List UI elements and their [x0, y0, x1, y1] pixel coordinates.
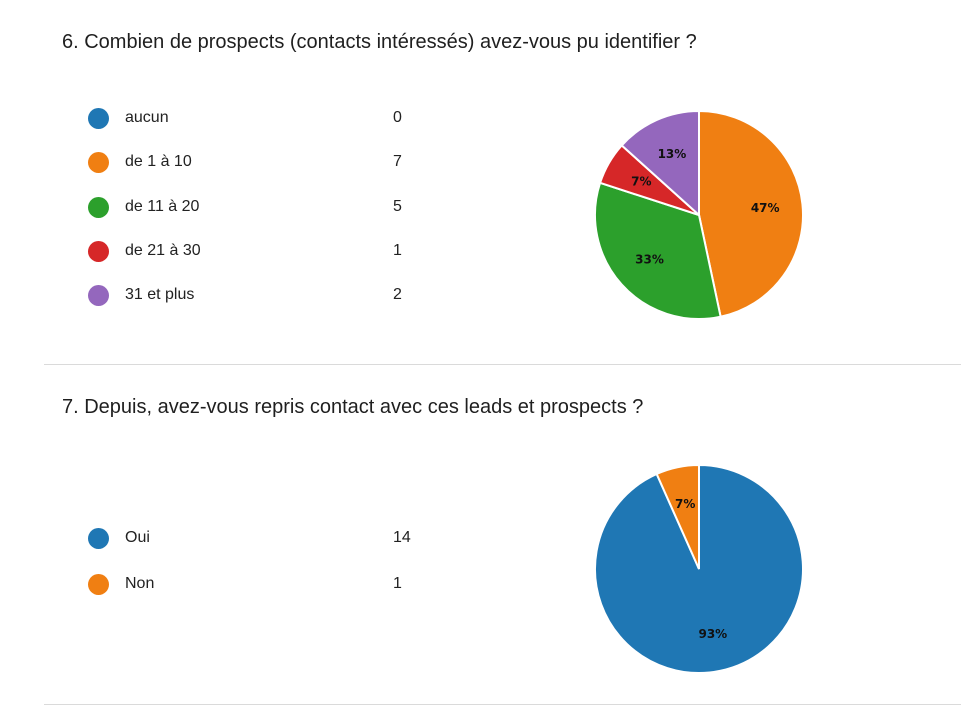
- legend-swatch: [88, 108, 109, 129]
- legend-label: Oui: [125, 529, 150, 546]
- legend-swatch: [88, 241, 109, 262]
- section-divider: [44, 364, 961, 365]
- legend-label: Non: [125, 575, 155, 592]
- legend-swatch: [88, 574, 109, 595]
- pie-slice-4: [620, 109, 700, 218]
- legend-swatch: [88, 197, 109, 218]
- legend-label: de 21 à 30: [125, 242, 201, 259]
- pie-chart-prospects: 47% 33% 7% 13%: [594, 109, 804, 320]
- legend-count: 1: [393, 575, 402, 592]
- legend-count: 14: [393, 529, 411, 546]
- pie-slice-2: [594, 181, 722, 320]
- section-divider: [44, 704, 961, 705]
- legend-count: 1: [393, 242, 402, 259]
- pie-data-label-1: 7%: [675, 497, 695, 511]
- legend-swatch: [88, 285, 109, 306]
- pie-data-label-0: 93%: [698, 627, 727, 641]
- legend-count: 7: [393, 153, 402, 170]
- legend-label: de 11 à 20: [125, 198, 200, 215]
- pie-data-label-3: 7%: [631, 175, 651, 189]
- legend-count: 2: [393, 286, 402, 303]
- pie-data-label-2: 33%: [635, 253, 664, 267]
- pie-chart-recontact: 93% 7%: [594, 463, 804, 674]
- legend-label: aucun: [125, 109, 169, 126]
- question-6: 6. Combien de prospects (contacts intére…: [62, 31, 804, 320]
- pie-data-label-1: 47%: [751, 201, 780, 215]
- pie-data-label-4: 13%: [658, 147, 687, 161]
- legend-swatch: [88, 152, 109, 173]
- pie-slice-1: [655, 463, 700, 570]
- pie-slice-0: [594, 463, 804, 674]
- question-6-title: 6. Combien de prospects (contacts intére…: [62, 31, 697, 53]
- legend-count: 5: [393, 198, 402, 215]
- question-7-title: 7. Depuis, avez-vous repris contact avec…: [62, 396, 644, 418]
- legend-swatch: [88, 528, 109, 549]
- pie-slice-1: [698, 109, 804, 318]
- legend-count: 0: [393, 109, 402, 126]
- question-7: 7. Depuis, avez-vous repris contact avec…: [0, 365, 961, 705]
- legend-label: de 1 à 10: [125, 153, 192, 170]
- legend-label: 31 et plus: [125, 286, 195, 303]
